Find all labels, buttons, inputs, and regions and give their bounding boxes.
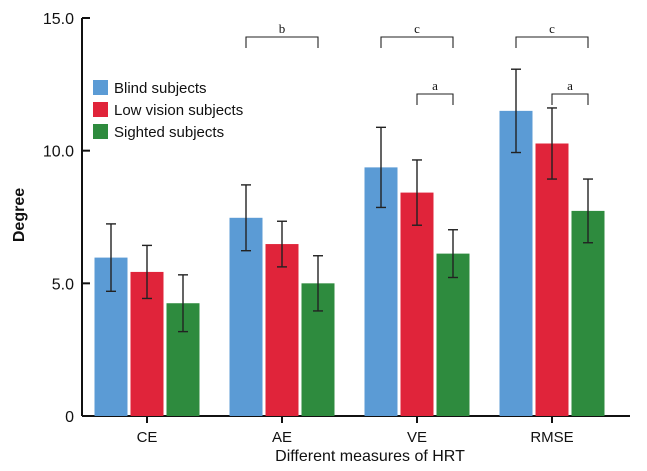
legend-label: Low vision subjects bbox=[114, 102, 243, 119]
x-tick-label: VE bbox=[407, 429, 427, 446]
error-bars bbox=[106, 68, 593, 333]
x-tick-label: CE bbox=[137, 429, 158, 446]
bars bbox=[94, 110, 605, 416]
x-tick-label: RMSE bbox=[530, 429, 573, 446]
legend-swatch bbox=[93, 102, 108, 117]
significance-label: c bbox=[549, 21, 555, 36]
legend: Blind subjects Low vision subjects Sighted… bbox=[93, 80, 243, 141]
y-tick-label: 5.0 bbox=[52, 276, 74, 293]
significance-bracket bbox=[416, 93, 454, 105]
significance-bracket bbox=[245, 36, 319, 48]
x-tick-label: AE bbox=[272, 429, 292, 446]
significance-label: c bbox=[414, 21, 420, 36]
significance-brackets: b c a c a bbox=[245, 21, 589, 105]
x-axis-title: Different measures of HRT bbox=[275, 448, 465, 465]
significance-bracket bbox=[551, 93, 589, 105]
significance-bracket bbox=[515, 36, 589, 48]
legend-label: Sighted subjects bbox=[114, 124, 224, 141]
bar bbox=[265, 244, 299, 416]
bar bbox=[436, 253, 470, 416]
significance-label: a bbox=[567, 78, 573, 93]
y-tick-label: 0 bbox=[65, 409, 74, 426]
bar bbox=[499, 110, 533, 416]
legend-swatch bbox=[93, 124, 108, 139]
legend-label: Blind subjects bbox=[114, 80, 207, 97]
legend-swatch bbox=[93, 80, 108, 95]
bar bbox=[535, 143, 569, 416]
significance-label: b bbox=[279, 21, 286, 36]
y-axis-title: Degree bbox=[11, 188, 28, 242]
significance-label: a bbox=[432, 78, 438, 93]
significance-bracket bbox=[380, 36, 454, 48]
y-tick-label: 15.0 bbox=[43, 11, 74, 28]
bar bbox=[571, 210, 605, 416]
bar bbox=[400, 192, 434, 416]
y-tick-label: 10.0 bbox=[43, 144, 74, 161]
bar bbox=[364, 167, 398, 416]
